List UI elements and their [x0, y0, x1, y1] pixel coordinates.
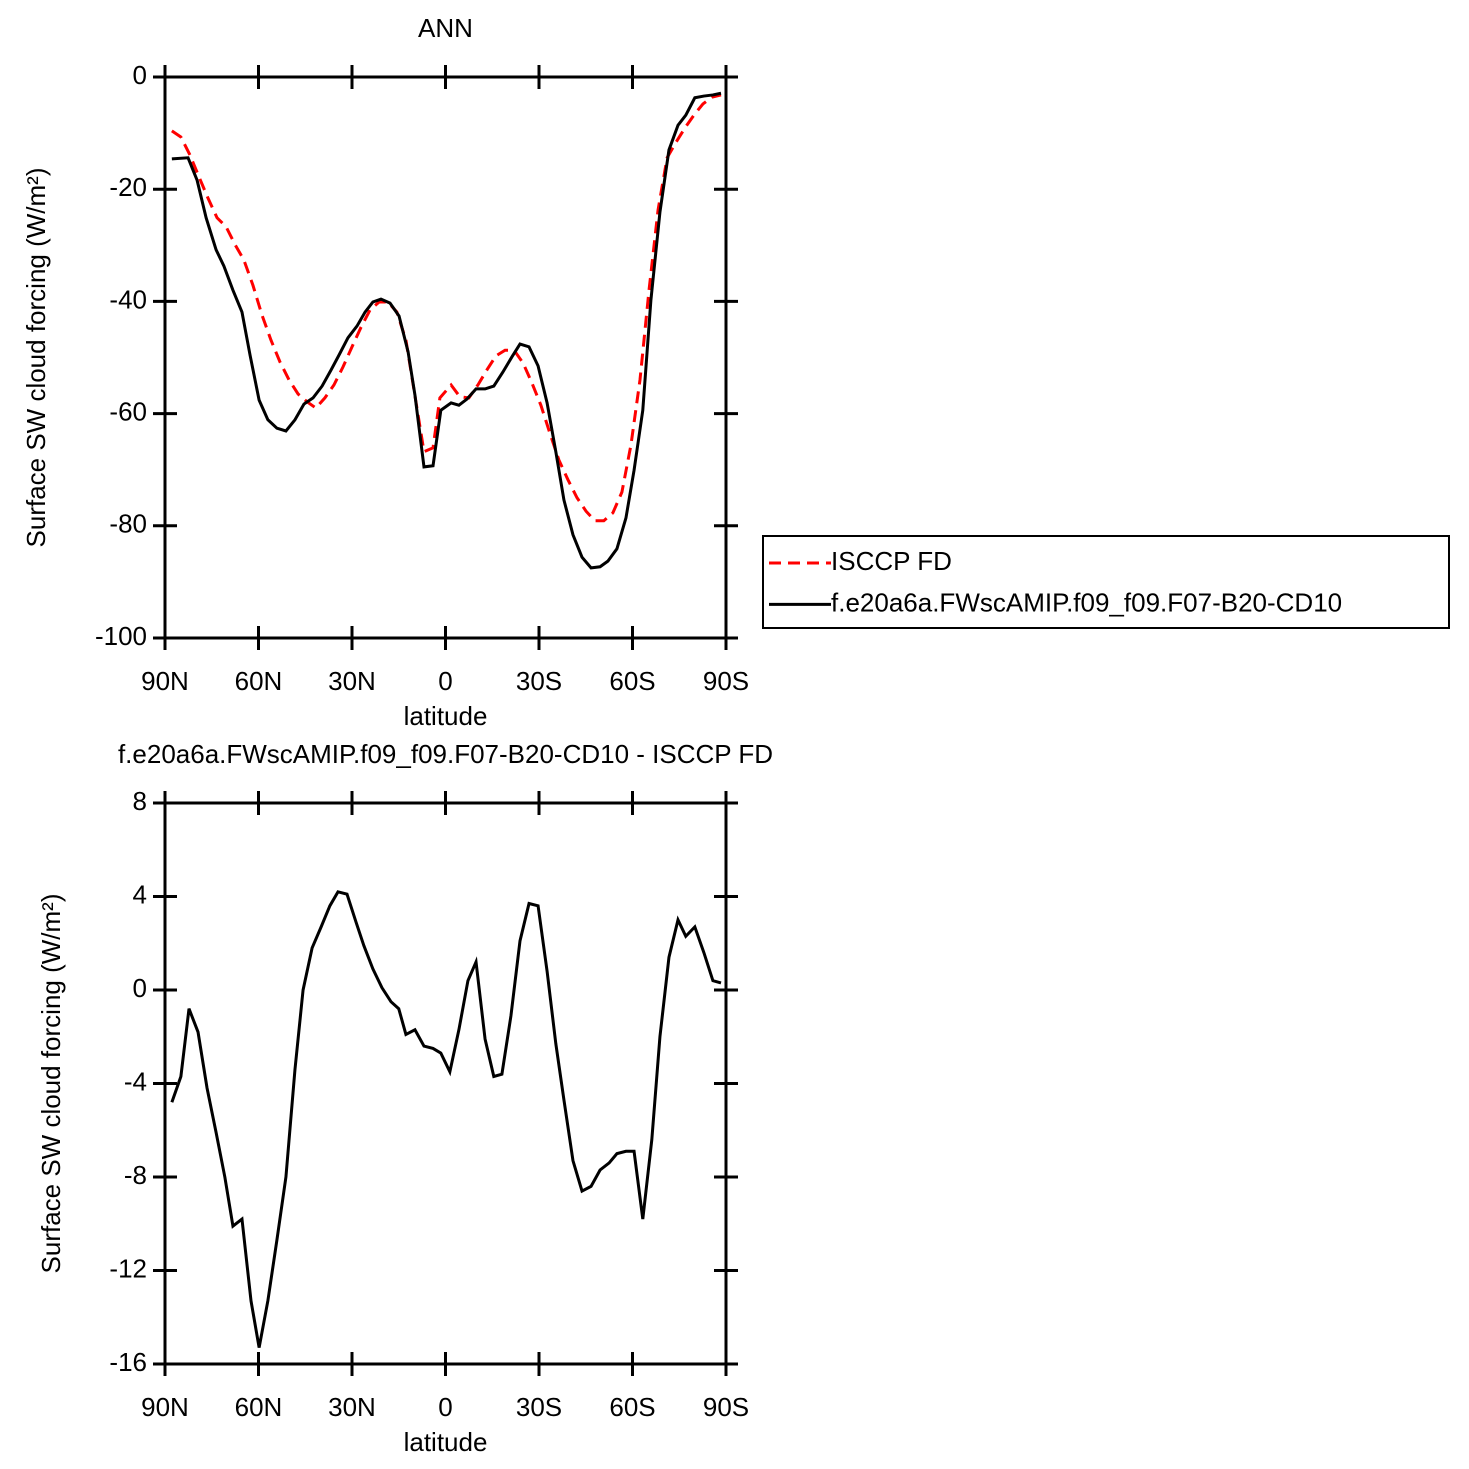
- x-tick-label: 60S: [609, 1392, 655, 1422]
- data-line: [170, 890, 722, 1348]
- x-tick-label: 90N: [141, 666, 189, 696]
- y-tick-label: 4: [133, 879, 147, 909]
- chart-title: ANN: [418, 13, 473, 43]
- x-tick-label: 60N: [235, 1392, 283, 1422]
- y-tick-label: 8: [133, 786, 147, 816]
- legend-box: [762, 535, 1450, 629]
- data-line: [171, 93, 722, 523]
- y-tick-label: -60: [109, 396, 147, 426]
- y-tick-label: -8: [124, 1160, 147, 1190]
- y-tick-label: -4: [124, 1066, 147, 1096]
- x-axis-label: latitude: [404, 1427, 488, 1457]
- x-tick-label: 0: [438, 666, 452, 696]
- x-tick-label: 30N: [328, 666, 376, 696]
- chart-title: f.e20a6a.FWscAMIP.f09_f09.F07-B20-CD10 -…: [118, 739, 773, 769]
- y-tick-label: 0: [133, 60, 147, 90]
- y-tick-label: -80: [109, 509, 147, 539]
- x-axis-label: latitude: [404, 701, 488, 731]
- legend-label: ISCCP FD: [831, 546, 952, 576]
- y-tick-label: -12: [109, 1253, 147, 1283]
- x-tick-label: 30S: [516, 666, 562, 696]
- x-tick-label: 90N: [141, 1392, 189, 1422]
- y-axis-label: Surface SW cloud forcing (W/m²): [21, 168, 51, 548]
- x-tick-label: 0: [438, 1392, 452, 1422]
- y-tick-label: -100: [95, 621, 147, 651]
- data-line: [171, 91, 722, 570]
- legend-label: f.e20a6a.FWscAMIP.f09_f09.F07-B20-CD10: [831, 587, 1342, 617]
- x-tick-label: 30N: [328, 1392, 376, 1422]
- y-tick-label: -20: [109, 172, 147, 202]
- y-tick-label: 0: [133, 973, 147, 1003]
- y-tick-label: -40: [109, 284, 147, 314]
- y-axis-label: Surface SW cloud forcing (W/m²): [36, 894, 66, 1274]
- x-tick-label: 60S: [609, 666, 655, 696]
- x-tick-label: 60N: [235, 666, 283, 696]
- y-tick-label: -16: [109, 1347, 147, 1377]
- x-tick-label: 90S: [703, 666, 749, 696]
- x-tick-label: 90S: [703, 1392, 749, 1422]
- x-tick-label: 30S: [516, 1392, 562, 1422]
